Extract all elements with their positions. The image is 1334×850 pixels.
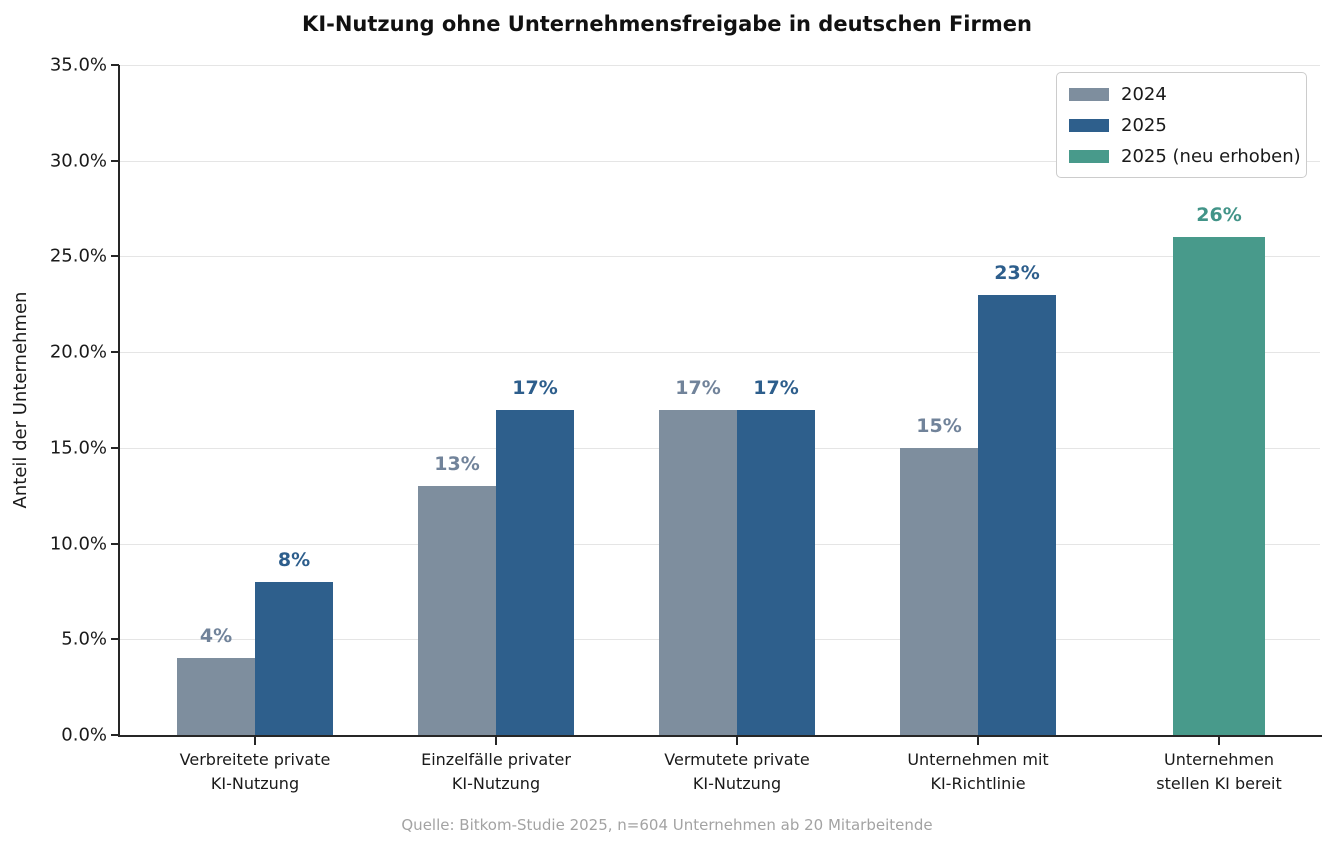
bar-2025-neu-erhoben- (1173, 237, 1265, 735)
bar-2024 (418, 486, 496, 735)
bar-2025 (978, 294, 1056, 735)
x-tick-mark (495, 737, 497, 745)
bar-value-label: 17% (675, 376, 721, 399)
bar-2025 (496, 409, 574, 735)
x-tick-mark (254, 737, 256, 745)
x-tick-mark (1218, 737, 1220, 745)
y-tick-label: 10.0% (49, 533, 107, 555)
gridline (120, 256, 1320, 258)
bar-value-label: 13% (434, 453, 480, 476)
bar-value-label: 15% (916, 414, 962, 437)
legend-swatch (1069, 149, 1109, 163)
legend-label: 2025 (neu erhoben) (1121, 145, 1301, 167)
x-category-label: Einzelfälle privater KI-Nutzung (421, 750, 571, 793)
y-tick-mark (111, 446, 119, 449)
bar-value-label: 26% (1196, 204, 1242, 227)
bar-2025 (737, 409, 815, 735)
y-tick-mark (111, 542, 119, 545)
x-category-label: Vermutete private KI-Nutzung (664, 750, 810, 793)
x-category-label: Verbreitete private KI-Nutzung (179, 750, 331, 793)
bar-2024 (659, 409, 737, 735)
y-tick-label: 0.0% (61, 724, 107, 746)
legend-swatch (1069, 118, 1109, 132)
gridline (120, 65, 1320, 66)
y-tick-label: 25.0% (49, 245, 107, 267)
bar-2024 (177, 658, 255, 735)
bar-value-label: 17% (753, 376, 799, 399)
y-tick-label: 15.0% (49, 437, 107, 459)
gridline (120, 352, 1320, 354)
bar-2025 (255, 581, 333, 735)
y-tick-label: 30.0% (49, 150, 107, 172)
legend: 2024 2025 2025 (neu erhoben) (1056, 72, 1307, 178)
y-tick-mark (111, 64, 119, 66)
x-axis-spine (118, 735, 1322, 737)
bar-value-label: 8% (277, 548, 311, 571)
source-note: Quelle: Bitkom-Studie 2025, n=604 Untern… (401, 816, 933, 834)
y-tick-mark (111, 734, 119, 736)
y-tick-label: 35.0% (49, 54, 107, 76)
y-axis-spine (118, 65, 120, 737)
legend-item: 2025 (neu erhoben) (1069, 144, 1301, 168)
legend-swatch (1069, 87, 1109, 101)
legend-label: 2024 (1121, 83, 1167, 105)
bar-value-label: 17% (512, 376, 558, 399)
x-tick-mark (736, 737, 738, 745)
x-category-label: Unternehmen mit KI-Richtlinie (907, 750, 1049, 793)
bar-value-label: 4% (199, 625, 233, 648)
x-category-label: Unternehmen stellen KI bereit (1156, 750, 1282, 793)
y-tick-label: 5.0% (61, 628, 107, 650)
y-tick-label: 20.0% (49, 341, 107, 363)
bar-value-label: 23% (994, 261, 1040, 284)
x-tick-mark (977, 737, 979, 745)
legend-label: 2025 (1121, 114, 1167, 136)
y-tick-mark (111, 638, 119, 641)
y-tick-mark (111, 159, 119, 162)
chart-title: KI-Nutzung ohne Unternehmensfreigabe in … (302, 12, 1032, 36)
y-tick-mark (111, 255, 119, 258)
legend-item: 2025 (1069, 113, 1294, 137)
bar-2024 (900, 447, 978, 735)
gridline (120, 160, 1320, 162)
y-tick-mark (111, 351, 119, 354)
legend-item: 2024 (1069, 82, 1294, 106)
